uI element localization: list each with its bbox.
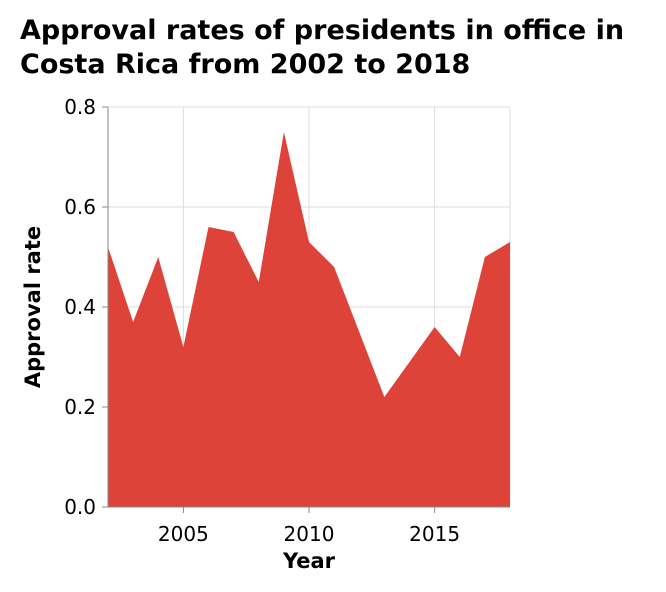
x-axis-label: Year bbox=[282, 549, 336, 573]
tick-labels: 0.0 0.2 0.4 0.6 0.8 2005 2010 2015 bbox=[64, 95, 460, 546]
x-tick-label: 2015 bbox=[409, 522, 460, 546]
y-tick-label: 0.2 bbox=[64, 395, 96, 419]
x-tick-label: 2010 bbox=[284, 522, 335, 546]
y-tick-label: 0.6 bbox=[64, 195, 96, 219]
axes bbox=[102, 106, 510, 513]
chart-title-line-2: Costa Rica from 2002 to 2018 bbox=[20, 49, 471, 80]
y-tick-label: 0.8 bbox=[64, 95, 96, 119]
chart-title: Approval rates of presidents in office i… bbox=[20, 14, 660, 82]
x-tick-label: 2005 bbox=[158, 522, 209, 546]
area-series-fill bbox=[108, 132, 510, 507]
y-tick-label: 0.0 bbox=[64, 495, 96, 519]
y-axis-label: Approval rate bbox=[21, 226, 45, 388]
chart-title-line-1: Approval rates of presidents in office i… bbox=[20, 15, 625, 46]
y-tick-label: 0.4 bbox=[64, 295, 96, 319]
